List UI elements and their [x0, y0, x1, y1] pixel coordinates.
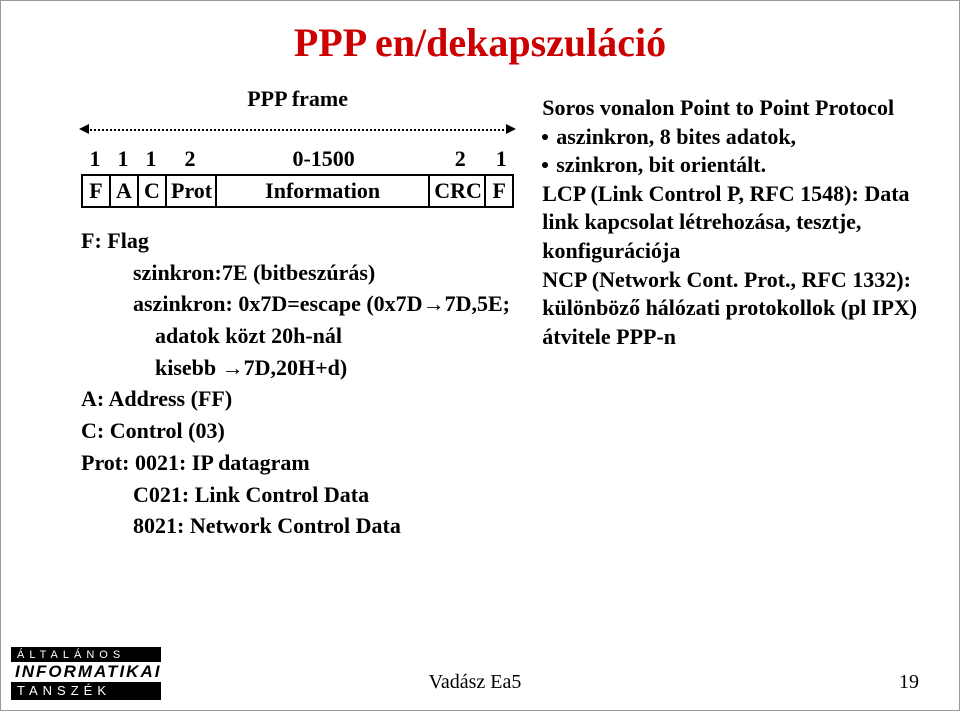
frame-size: 1	[81, 146, 109, 172]
frame-size: 1	[488, 146, 514, 172]
frame-cell: F	[83, 176, 111, 206]
page-number: 19	[789, 671, 959, 700]
frame-label: PPP frame	[81, 86, 514, 112]
bullet-item: aszinkron, 8 bites adatok,	[542, 123, 919, 152]
left-column: PPP frame 1 1 1 2 0-1500 2 1 F A C Prot …	[81, 86, 514, 543]
def-line: C: Control (03)	[81, 416, 514, 446]
frame-cell: Prot	[167, 176, 217, 206]
frame-size: 1	[137, 146, 165, 172]
logo-middle: INFORMATIKAI	[11, 662, 161, 682]
frame-cell: A	[111, 176, 139, 206]
def-line: kisebb →7D,20H+d)	[81, 353, 514, 383]
right-body2: NCP (Network Cont. Prot., RFC 1332): kül…	[542, 266, 919, 352]
frame-size: 2	[165, 146, 215, 172]
bullet-icon	[542, 134, 548, 140]
frame-cell: CRC	[430, 176, 486, 206]
definitions: F: Flag szinkron:7E (bitbeszúrás) aszink…	[81, 226, 514, 541]
bullet-icon	[542, 162, 548, 168]
footer-center: Vadász Ea5	[161, 671, 789, 700]
frame-table: F A C Prot Information CRC F	[81, 174, 514, 208]
frame-cell: C	[139, 176, 167, 206]
frame-sizes-row: 1 1 1 2 0-1500 2 1	[81, 146, 514, 172]
def-line: aszinkron: 0x7D=escape (0x7D→7D,5E;	[81, 289, 514, 319]
right-column: Soros vonalon Point to Point Protocol as…	[542, 86, 919, 543]
frame-arrow	[81, 128, 514, 130]
footer: ÁLTALÁNOS INFORMATIKAI TANSZÉK Vadász Ea…	[1, 647, 959, 700]
slide-title: PPP en/dekapszuláció	[1, 1, 959, 86]
def-line: adatok közt 20h-nál	[81, 321, 514, 351]
frame-size: 1	[109, 146, 137, 172]
bullet-text: szinkron, bit orientált.	[556, 151, 919, 180]
content-area: PPP frame 1 1 1 2 0-1500 2 1 F A C Prot …	[1, 86, 959, 543]
frame-size: 2	[432, 146, 488, 172]
def-line: C021: Link Control Data	[81, 480, 514, 510]
def-line: szinkron:7E (bitbeszúrás)	[81, 258, 514, 288]
frame-cell: Information	[217, 176, 430, 206]
def-line: 8021: Network Control Data	[81, 511, 514, 541]
arrow-right-icon	[506, 124, 516, 134]
logo-box: ÁLTALÁNOS INFORMATIKAI TANSZÉK	[11, 647, 161, 700]
def-line: Prot: 0021: IP datagram	[81, 448, 514, 478]
right-body: LCP (Link Control P, RFC 1548): Data lin…	[542, 180, 919, 266]
bullet-item: szinkron, bit orientált.	[542, 151, 919, 180]
right-text: Soros vonalon Point to Point Protocol as…	[542, 94, 919, 351]
def-line: F: Flag	[81, 226, 514, 256]
frame-size: 0-1500	[215, 146, 432, 172]
def-line: A: Address (FF)	[81, 384, 514, 414]
bullet-text: aszinkron, 8 bites adatok,	[556, 123, 919, 152]
arrow-line	[87, 129, 508, 131]
right-intro: Soros vonalon Point to Point Protocol	[542, 94, 919, 123]
frame-cell: F	[486, 176, 512, 206]
logo: ÁLTALÁNOS INFORMATIKAI TANSZÉK	[11, 647, 161, 700]
logo-bottom: TANSZÉK	[11, 682, 161, 700]
logo-top: ÁLTALÁNOS	[11, 647, 161, 662]
